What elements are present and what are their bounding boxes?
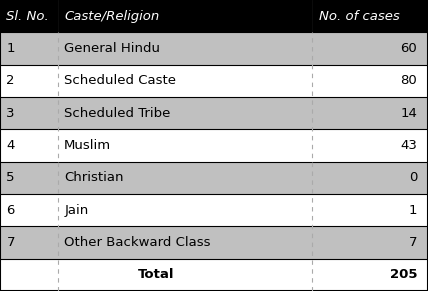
Text: Caste/Religion: Caste/Religion <box>64 10 160 23</box>
Bar <box>58 65 312 97</box>
Text: Scheduled Tribe: Scheduled Tribe <box>64 107 171 120</box>
Bar <box>312 129 428 162</box>
Text: 80: 80 <box>401 74 417 87</box>
Bar <box>58 194 312 226</box>
Bar <box>312 162 428 194</box>
Bar <box>312 194 428 226</box>
Text: No. of cases: No. of cases <box>319 10 400 23</box>
Text: Muslim: Muslim <box>64 139 111 152</box>
Text: 7: 7 <box>6 236 15 249</box>
Text: 3: 3 <box>6 107 15 120</box>
Text: Scheduled Caste: Scheduled Caste <box>64 74 176 87</box>
Bar <box>312 32 428 65</box>
Text: 43: 43 <box>401 139 417 152</box>
Text: 1: 1 <box>6 42 15 55</box>
Bar <box>0 162 58 194</box>
Text: 1: 1 <box>409 204 417 217</box>
Text: General Hindu: General Hindu <box>64 42 160 55</box>
Bar <box>58 32 312 65</box>
Bar <box>0 97 58 129</box>
Text: Sl. No.: Sl. No. <box>6 10 49 23</box>
Text: 4: 4 <box>6 139 15 152</box>
Bar <box>312 259 428 291</box>
Bar <box>312 226 428 259</box>
Bar <box>58 0 312 32</box>
Bar <box>312 97 428 129</box>
Bar <box>0 65 58 97</box>
Bar <box>58 129 312 162</box>
Text: Total: Total <box>138 268 175 281</box>
Bar <box>58 226 312 259</box>
Text: 2: 2 <box>6 74 15 87</box>
Bar <box>58 97 312 129</box>
Text: 205: 205 <box>390 268 417 281</box>
Bar <box>58 162 312 194</box>
Text: 60: 60 <box>401 42 417 55</box>
Text: 0: 0 <box>409 171 417 184</box>
Text: 7: 7 <box>409 236 417 249</box>
Text: Other Backward Class: Other Backward Class <box>64 236 211 249</box>
Bar <box>0 259 312 291</box>
Bar <box>0 129 58 162</box>
Text: 5: 5 <box>6 171 15 184</box>
Bar <box>312 65 428 97</box>
Bar <box>312 0 428 32</box>
Text: Jain: Jain <box>64 204 89 217</box>
Text: Christian: Christian <box>64 171 124 184</box>
Text: 6: 6 <box>6 204 15 217</box>
Bar <box>0 194 58 226</box>
Bar <box>0 0 58 32</box>
Bar <box>0 226 58 259</box>
Bar <box>0 32 58 65</box>
Text: 14: 14 <box>401 107 417 120</box>
